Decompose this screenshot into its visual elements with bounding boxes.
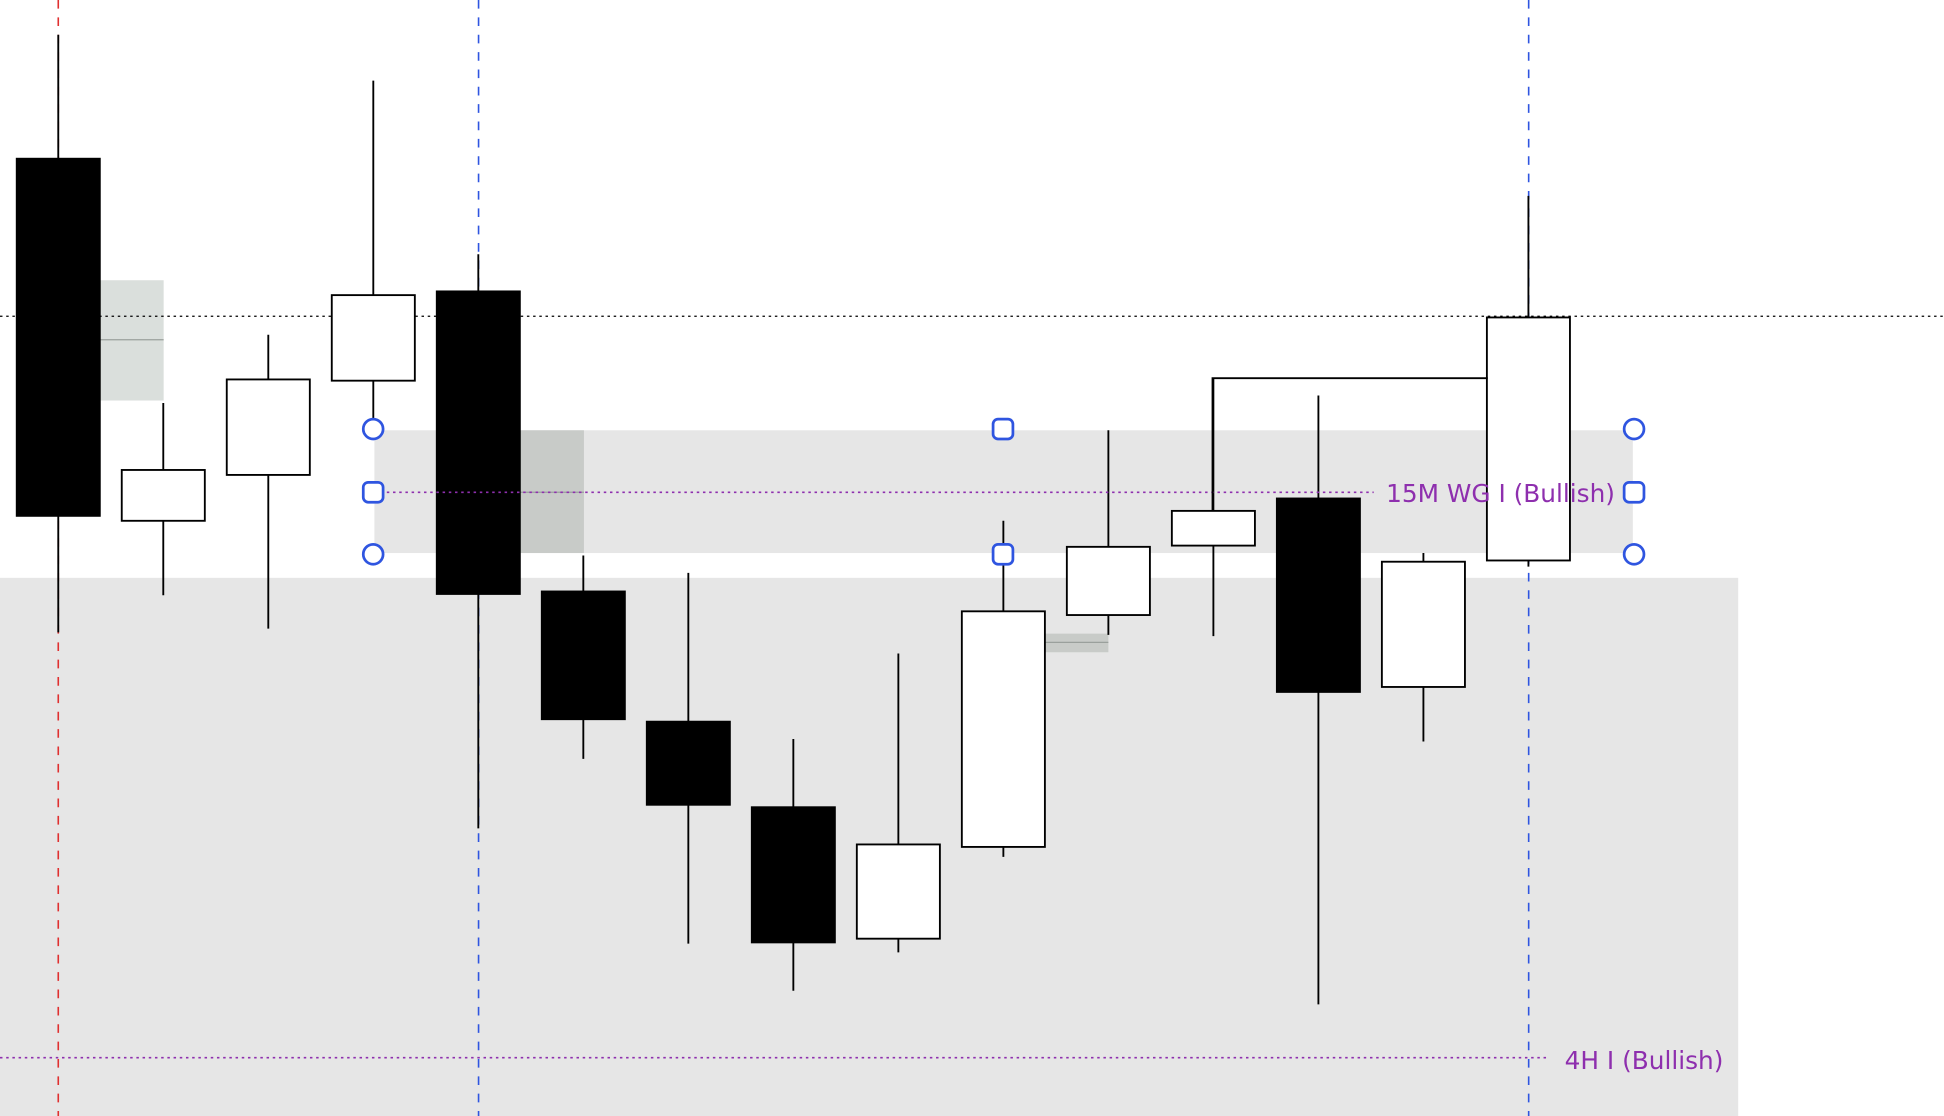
bullish-candle: [1485, 316, 1571, 562]
bearish-candle: [540, 590, 626, 721]
resize-handle-square[interactable]: [991, 417, 1015, 441]
resize-handle-square[interactable]: [1622, 480, 1646, 504]
resize-handle-circle[interactable]: [361, 542, 385, 566]
bearish-candle: [15, 157, 101, 517]
bullish-candle: [960, 610, 1046, 848]
bullish-candle: [1170, 509, 1256, 547]
bullish-candle: [1380, 560, 1466, 688]
bearish-candle: [1275, 497, 1361, 693]
bullish-candle: [855, 843, 941, 940]
resize-handle-square[interactable]: [361, 480, 385, 504]
bracket-line: [1211, 377, 1488, 511]
resize-handle-square[interactable]: [991, 542, 1015, 566]
label-4h: 4H I (Bullish): [1565, 1046, 1724, 1075]
resize-handle-circle[interactable]: [1622, 417, 1646, 441]
bearish-candle: [645, 720, 731, 806]
bullish-candle: [1065, 545, 1151, 616]
bearish-candle: [750, 806, 836, 944]
bullish-candle: [225, 378, 311, 476]
bearish-candle: [435, 290, 521, 595]
label-15m-wg: 15M WG I (Bullish): [1386, 479, 1615, 508]
resize-handle-circle[interactable]: [361, 417, 385, 441]
resize-handle-circle[interactable]: [1622, 542, 1646, 566]
bullish-candle: [120, 469, 206, 522]
bullish-candle: [330, 294, 416, 382]
